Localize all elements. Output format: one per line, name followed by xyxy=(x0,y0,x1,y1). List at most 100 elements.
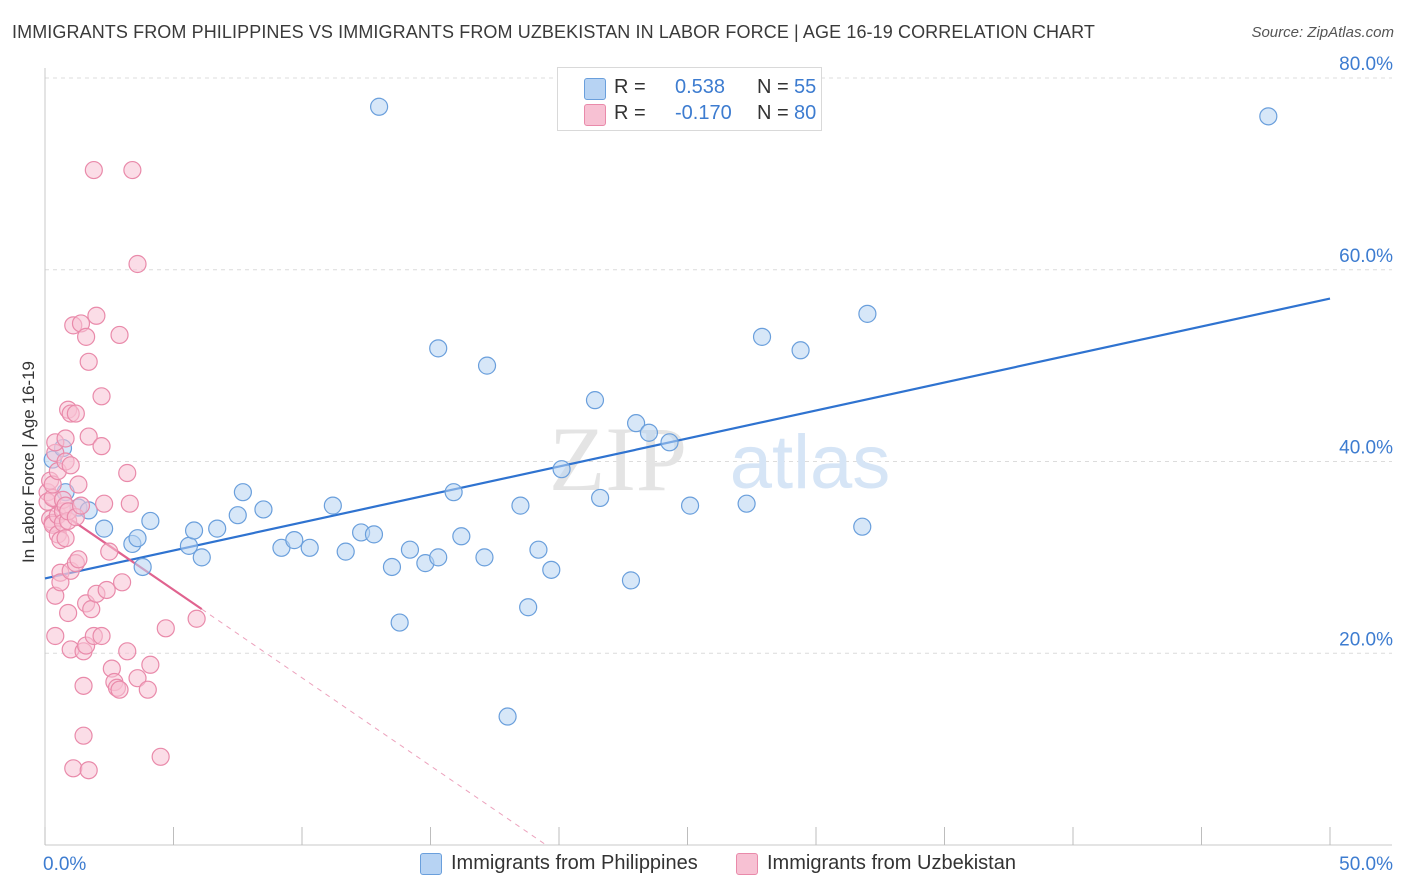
point-philippines xyxy=(184,521,204,540)
point-uzbekistan xyxy=(120,494,139,513)
point-philippines xyxy=(519,598,538,617)
x-tick-label: 0.0% xyxy=(43,854,86,875)
point-philippines xyxy=(208,519,227,538)
point-philippines xyxy=(498,707,517,726)
point-uzbekistan xyxy=(118,642,137,661)
point-philippines xyxy=(1259,107,1278,126)
point-uzbekistan xyxy=(56,429,75,448)
source-credit: Source: ZipAtlas.com xyxy=(1251,24,1394,41)
y-tick-label: 80.0% xyxy=(1339,54,1393,75)
n-label: N = xyxy=(757,76,789,98)
y-tick-label: 20.0% xyxy=(1339,629,1393,650)
point-uzbekistan xyxy=(82,600,101,619)
point-philippines xyxy=(336,542,355,561)
y-tick-label: 60.0% xyxy=(1339,246,1393,267)
point-philippines xyxy=(452,527,471,546)
point-uzbekistan xyxy=(61,456,80,475)
y-tick-label: 40.0% xyxy=(1339,438,1393,459)
point-uzbekistan xyxy=(84,160,103,180)
point-philippines xyxy=(323,496,342,515)
axis-layer xyxy=(44,68,1392,846)
axis-labels: In Labor Force | Age 16-19 20.0% 40.0% 60.… xyxy=(19,54,1393,875)
legend-label: Immigrants from Philippines xyxy=(451,852,698,874)
point-philippines xyxy=(475,548,494,567)
point-philippines xyxy=(300,538,319,557)
point-philippines xyxy=(542,560,561,579)
point-philippines xyxy=(390,613,409,632)
blue-swatch xyxy=(584,78,606,100)
point-uzbekistan xyxy=(87,306,106,325)
point-philippines xyxy=(791,341,810,360)
point-uzbekistan xyxy=(112,573,132,592)
n-label: N = xyxy=(757,102,789,124)
point-philippines xyxy=(228,506,247,525)
point-uzbekistan xyxy=(100,542,119,561)
point-philippines xyxy=(680,496,700,515)
point-philippines xyxy=(128,529,147,548)
pink-swatch xyxy=(736,853,758,875)
point-uzbekistan xyxy=(138,680,157,699)
point-uzbekistan xyxy=(128,669,147,688)
point-philippines xyxy=(429,548,448,567)
point-philippines xyxy=(621,571,641,590)
grid-layer xyxy=(45,77,1392,654)
point-uzbekistan xyxy=(151,747,170,766)
watermark-atlas: atlas xyxy=(730,420,891,505)
point-uzbekistan xyxy=(69,475,88,494)
point-philippines xyxy=(585,391,605,410)
chart-title: IMMIGRANTS FROM PHILIPPINES VS IMMIGRANT… xyxy=(12,22,1096,42)
x-tick-label: 50.0% xyxy=(1339,854,1393,875)
scatter-points xyxy=(38,97,1278,780)
point-uzbekistan xyxy=(92,626,111,646)
point-uzbekistan xyxy=(95,494,114,513)
r-value: 0.538 xyxy=(675,76,726,98)
point-uzbekistan xyxy=(46,626,65,646)
point-philippines xyxy=(660,433,679,452)
trend-lines xyxy=(44,297,1331,846)
point-philippines xyxy=(511,496,530,515)
point-uzbekistan xyxy=(79,761,98,780)
point-uzbekistan xyxy=(123,160,142,180)
point-uzbekistan xyxy=(74,726,93,745)
point-uzbekistan xyxy=(56,529,75,548)
legend-label: Immigrants from Uzbekistan xyxy=(767,852,1016,874)
point-uzbekistan xyxy=(77,327,96,346)
point-philippines xyxy=(639,423,659,442)
point-philippines xyxy=(752,327,772,346)
point-philippines xyxy=(853,517,872,536)
point-philippines xyxy=(285,531,304,550)
point-philippines xyxy=(95,519,114,538)
point-uzbekistan xyxy=(92,437,111,456)
point-philippines xyxy=(254,500,273,519)
point-philippines xyxy=(529,540,548,559)
r-label: R = xyxy=(614,102,646,124)
point-philippines xyxy=(737,494,756,513)
y-axis-label: In Labor Force | Age 16-19 xyxy=(19,361,38,563)
point-philippines xyxy=(141,511,160,531)
point-uzbekistan xyxy=(110,680,129,699)
point-philippines xyxy=(233,483,252,502)
trend-extension-uzbekistan xyxy=(201,608,547,846)
point-philippines xyxy=(370,97,389,116)
pink-swatch xyxy=(584,104,606,126)
point-uzbekistan xyxy=(71,496,91,515)
watermark: ZIP atlas xyxy=(549,408,890,510)
point-philippines xyxy=(858,304,877,323)
point-uzbekistan xyxy=(118,463,137,483)
point-uzbekistan xyxy=(69,550,88,569)
n-value: 55 xyxy=(794,76,817,98)
r-label: R = xyxy=(614,76,646,98)
point-uzbekistan xyxy=(64,759,83,778)
watermark-zip: ZIP xyxy=(549,408,687,510)
stats-box: R = 0.538 N = 55 R = -0.170 N = 80 xyxy=(557,67,822,131)
point-philippines xyxy=(444,483,463,502)
point-uzbekistan xyxy=(187,609,206,628)
n-value: 80 xyxy=(794,102,817,124)
point-philippines xyxy=(477,356,497,375)
trend-line-philippines xyxy=(44,297,1331,580)
point-uzbekistan xyxy=(79,352,98,371)
point-uzbekistan xyxy=(51,573,70,592)
point-philippines xyxy=(552,460,571,479)
point-uzbekistan xyxy=(128,254,147,274)
